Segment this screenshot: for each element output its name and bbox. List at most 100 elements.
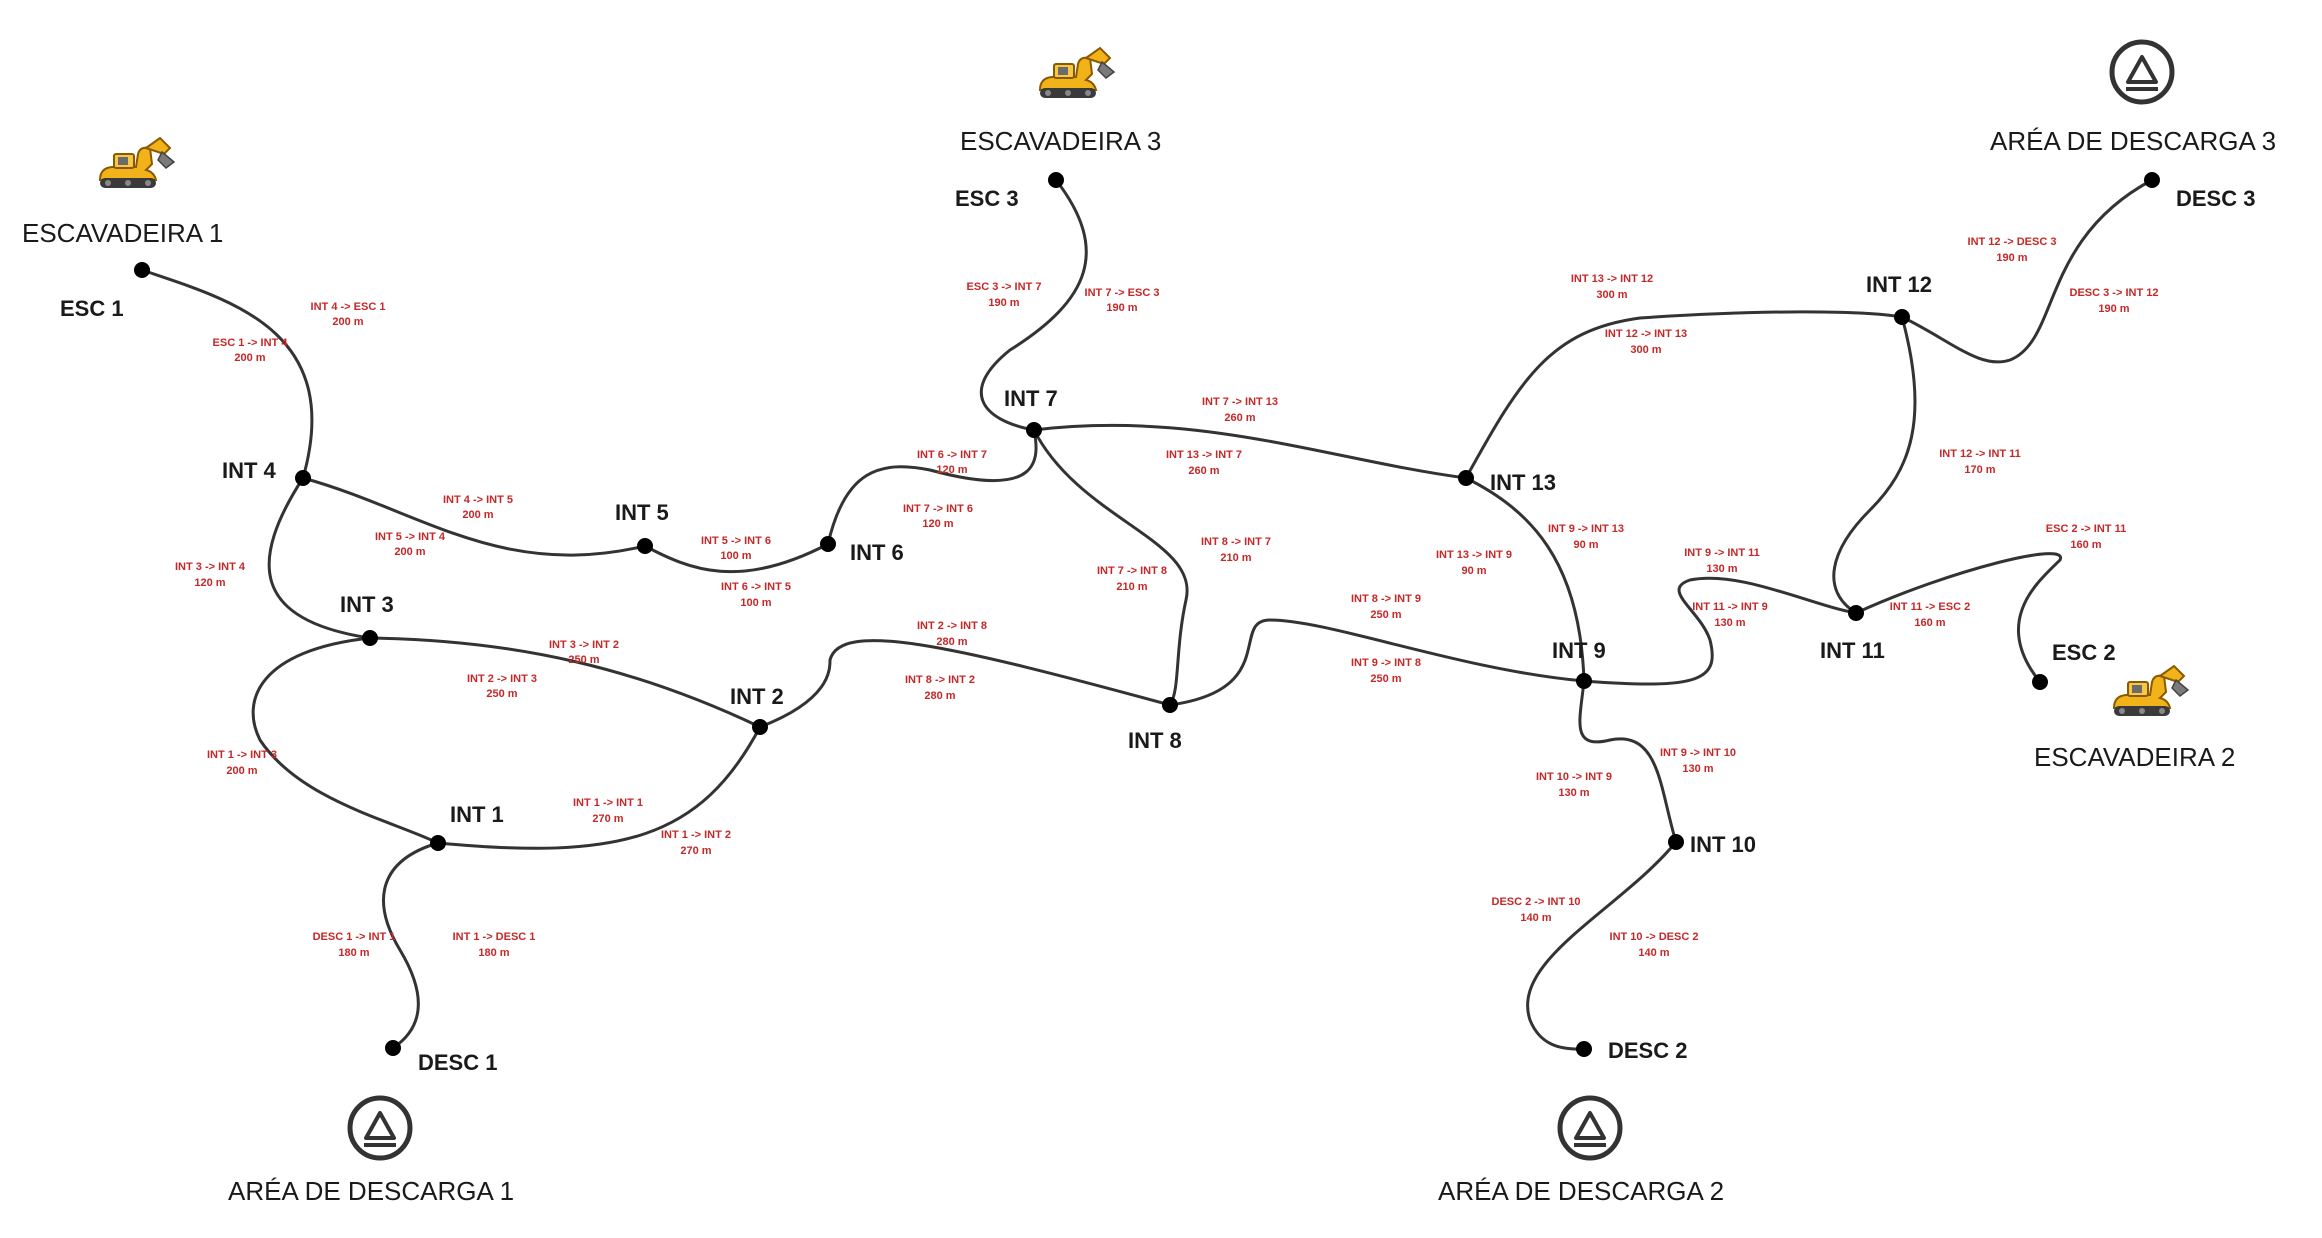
edge-label-esc1-int4: ESC 1 -> INT 4 — [213, 337, 289, 349]
edge-label-int5-int4: INT 5 -> INT 4 — [375, 531, 446, 543]
node-int4[interactable] — [295, 470, 311, 486]
edge-label-int1-int2: INT 1 -> INT 2 — [661, 829, 731, 841]
node-int7[interactable] — [1026, 422, 1042, 438]
node-desc2[interactable] — [1576, 1041, 1592, 1057]
excavator-icon — [99, 137, 175, 189]
node-desc3[interactable] — [2144, 172, 2160, 188]
edge-dist-int13-int7: 260 m — [1188, 465, 1219, 477]
node-esc3[interactable] — [1048, 172, 1064, 188]
edge-dist-int2-int3: 250 m — [486, 688, 517, 700]
edge-dist-desc3-int12: 190 m — [2098, 303, 2129, 315]
area-label-descarga-1: ARÉA DE DESCARGA 1 — [228, 1176, 514, 1206]
node-esc1[interactable] — [134, 262, 150, 278]
node-label-int7: INT 7 — [1004, 386, 1058, 411]
edge-int7-int13 — [1032, 423, 1468, 480]
edge-label-int1-int1: INT 1 -> INT 1 — [573, 797, 643, 809]
edge-label-int11-int9: INT 11 -> INT 9 — [1692, 601, 1768, 613]
edge-label-int12-desc3: INT 12 -> DESC 3 — [1968, 236, 2057, 248]
node-int10[interactable] — [1668, 834, 1684, 850]
node-desc1[interactable] — [385, 1040, 401, 1056]
network-nodes — [134, 172, 2160, 1057]
edge-dist-int12-int11: 170 m — [1964, 464, 1995, 476]
area-icons — [99, 42, 2189, 1158]
edge-int4-int3 — [267, 476, 372, 640]
edge-label-desc3-int12: DESC 3 -> INT 12 — [2070, 287, 2159, 299]
node-int11[interactable] — [1848, 605, 1864, 621]
edge-int12-desc3 — [1900, 178, 2154, 364]
edge-label-int12-int13: INT 12 -> INT 13 — [1605, 328, 1687, 340]
edge-label-int3-int4: INT 3 -> INT 4 — [175, 561, 246, 573]
edge-dist-int4-int5: 200 m — [462, 509, 493, 521]
edge-desc2-int10 — [1526, 840, 1678, 1051]
node-label-int8: INT 8 — [1128, 728, 1182, 753]
edge-label-int6-int5: INT 6 -> INT 5 — [721, 581, 791, 593]
edge-label-int10-desc2: INT 10 -> DESC 2 — [1610, 931, 1699, 943]
node-int3[interactable] — [362, 630, 378, 646]
edge-dist-int13-int9: 90 m — [1461, 565, 1486, 577]
node-int12[interactable] — [1894, 309, 1910, 325]
node-label-int12: INT 12 — [1866, 272, 1932, 297]
node-labels: ESC 1 ESC 3 ESC 2 DESC 1 DESC 2 DESC 3 I… — [60, 186, 2255, 1075]
node-label-int13: INT 13 — [1490, 470, 1556, 495]
edge-label-int13-int7: INT 13 -> INT 7 — [1166, 449, 1242, 461]
node-label-int5: INT 5 — [615, 500, 669, 525]
node-int9[interactable] — [1576, 673, 1592, 689]
edge-dist-int13-int12: 300 m — [1596, 289, 1627, 301]
node-int2[interactable] — [752, 719, 768, 735]
edge-dist-int4-esc1: 200 m — [332, 316, 363, 328]
node-int5[interactable] — [637, 538, 653, 554]
edge-dist-int5-int6: 100 m — [720, 550, 751, 562]
edge-dist-desc2-int10: 140 m — [1520, 912, 1551, 924]
node-int1[interactable] — [430, 835, 446, 851]
edge-label-int1-desc1: INT 1 -> DESC 1 — [453, 931, 536, 943]
node-label-int10: INT 10 — [1690, 832, 1756, 857]
edge-dist-int7-int8: 210 m — [1116, 581, 1147, 593]
edge-dist-int5-int4: 200 m — [394, 546, 425, 558]
edge-label-desc1-int1: DESC 1 -> INT 1 — [313, 931, 396, 943]
edge-int8-int9 — [1168, 618, 1586, 707]
edge-label-int7-int8: INT 7 -> INT 8 — [1097, 565, 1167, 577]
area-label-escavadeira-1: ESCAVADEIRA 1 — [22, 218, 223, 248]
edge-label-int12-int11: INT 12 -> INT 11 — [1939, 448, 2021, 460]
area-label-descarga-3: ARÉA DE DESCARGA 3 — [1990, 126, 2276, 156]
edge-dist-int6-int7: 120 m — [936, 464, 967, 476]
node-label-int1: INT 1 — [450, 802, 504, 827]
edge-dist-esc3-int7: 190 m — [988, 297, 1019, 309]
edge-dist-int8-int7: 210 m — [1220, 552, 1251, 564]
edge-dist-int1-int3: 200 m — [226, 765, 257, 777]
edge-int1-int2 — [436, 725, 762, 850]
node-int13[interactable] — [1458, 470, 1474, 486]
node-label-esc3: ESC 3 — [955, 186, 1019, 211]
node-int8[interactable] — [1162, 697, 1178, 713]
edge-int7-int8 — [1032, 428, 1189, 707]
edge-int1-int3 — [251, 636, 440, 845]
edge-label-int13-int9: INT 13 -> INT 9 — [1436, 549, 1512, 561]
edge-int9-int10 — [1578, 679, 1678, 844]
edge-label-int4-int5: INT 4 -> INT 5 — [443, 494, 513, 506]
node-label-int4: INT 4 — [222, 458, 277, 483]
edge-esc2-int11 — [1854, 552, 2062, 684]
node-label-esc1: ESC 1 — [60, 296, 124, 321]
node-int6[interactable] — [820, 536, 836, 552]
edge-label-int8-int9: INT 8 -> INT 9 — [1351, 593, 1421, 605]
edge-label-int2-int3: INT 2 -> INT 3 — [467, 673, 537, 685]
edge-int5-int6 — [643, 542, 830, 574]
edge-int13-int9 — [1464, 476, 1586, 683]
edge-int4-int5 — [301, 476, 647, 557]
edge-esc3-int7 — [979, 178, 1088, 432]
edge-dist-int12-desc3: 190 m — [1996, 252, 2027, 264]
node-label-int6: INT 6 — [850, 540, 904, 565]
edge-label-int7-int13: INT 7 -> INT 13 — [1202, 396, 1278, 408]
edge-dist-int9-int11: 130 m — [1706, 563, 1737, 575]
edge-label-int4-esc1: INT 4 -> ESC 1 — [311, 301, 386, 313]
node-label-int2: INT 2 — [730, 684, 784, 709]
edge-dist-int2-int8: 280 m — [936, 636, 967, 648]
edge-dist-esc1-int4: 200 m — [234, 352, 265, 364]
area-labels: ESCAVADEIRA 1 ESCAVADEIRA 3 ESCAVADEIRA … — [22, 126, 2276, 1206]
edge-dist-int7-int6: 120 m — [922, 518, 953, 530]
edge-label-int6-int7: INT 6 -> INT 7 — [917, 449, 987, 461]
edge-dist-int12-int13: 300 m — [1630, 344, 1661, 356]
node-label-int11: INT 11 — [1820, 638, 1885, 663]
edge-desc1-int1 — [382, 841, 440, 1050]
node-esc2[interactable] — [2032, 674, 2048, 690]
